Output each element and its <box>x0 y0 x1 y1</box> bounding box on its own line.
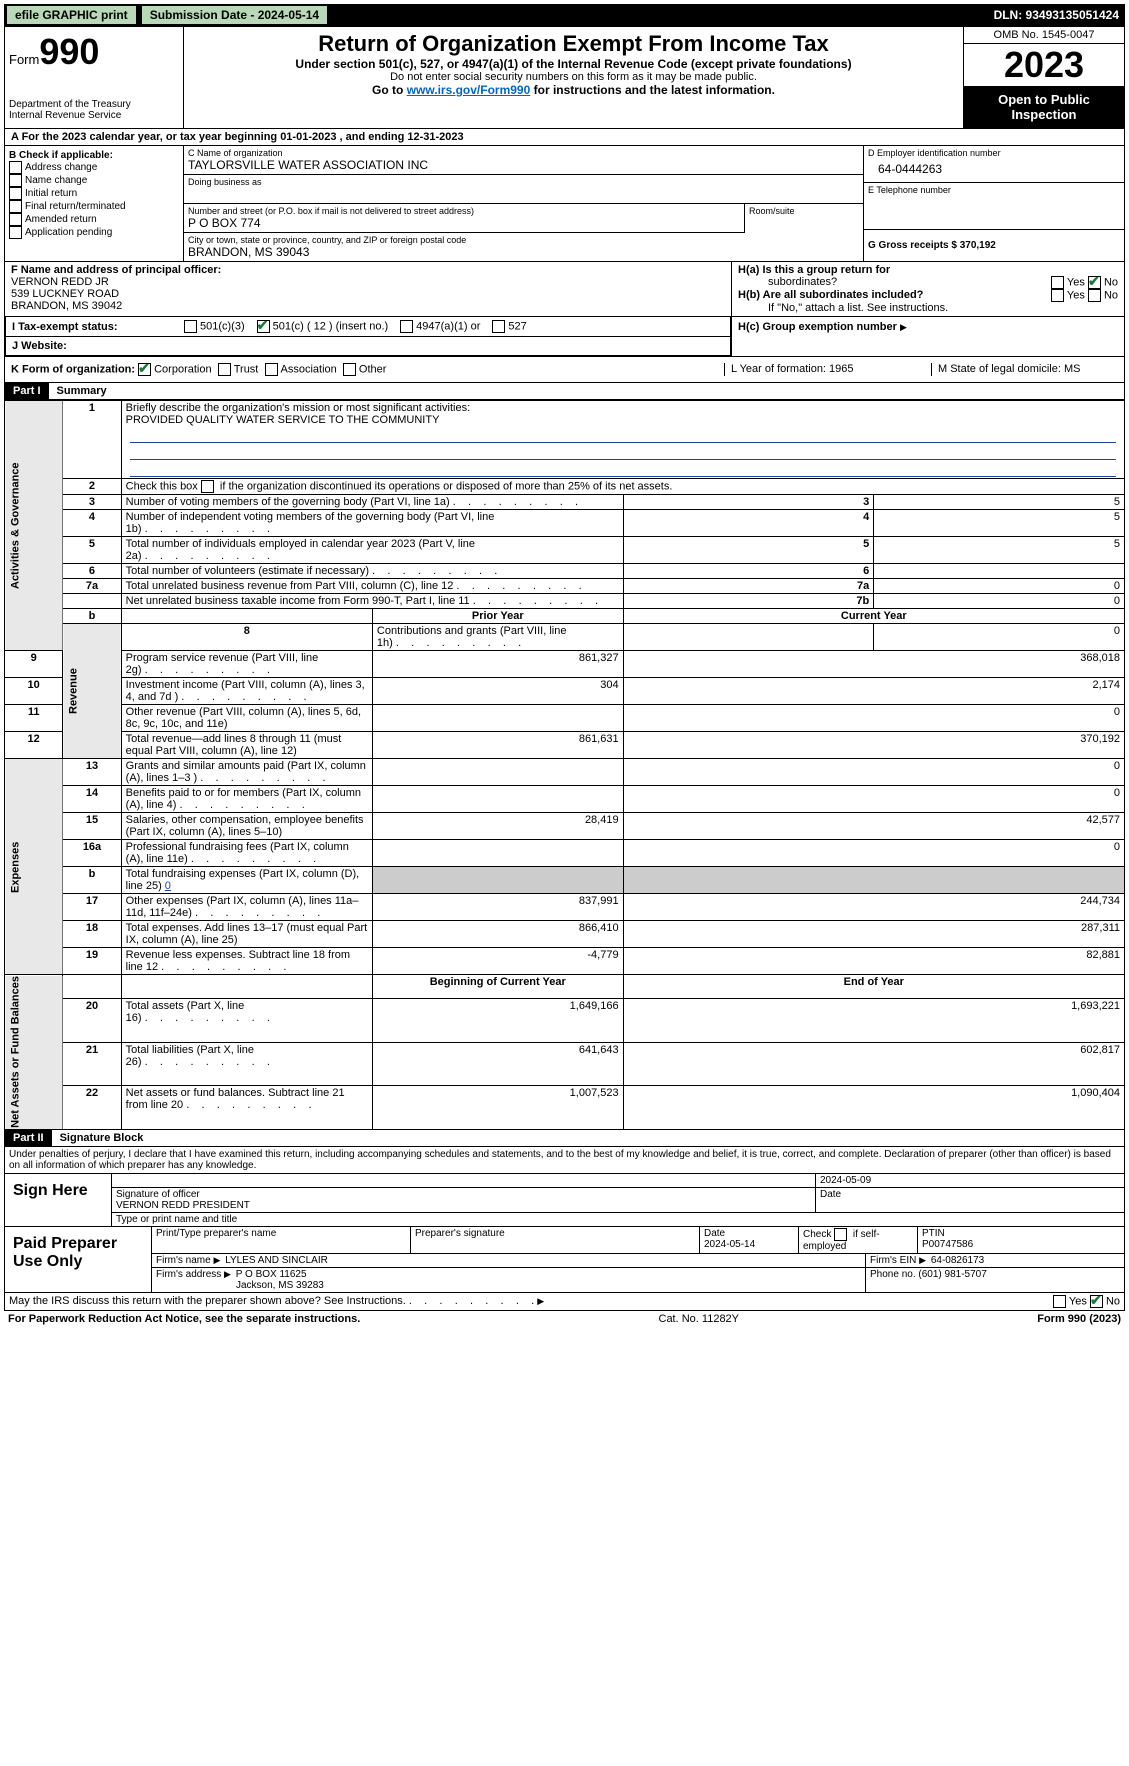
chk-address-change[interactable] <box>9 161 22 174</box>
chk-501c3[interactable] <box>184 320 197 333</box>
row-a-period: A For the 2023 calendar year, or tax yea… <box>4 129 1125 146</box>
mission-text: PROVIDED QUALITY WATER SERVICE TO THE CO… <box>126 414 440 426</box>
tax-year: 2023 <box>964 44 1124 86</box>
submission-date-label: Submission Date - 2024-05-14 <box>141 5 328 25</box>
irs-label: Internal Revenue Service <box>9 110 179 121</box>
part2-header: Part II <box>5 1130 52 1146</box>
chk-527[interactable] <box>492 320 505 333</box>
box-b-label: B Check if applicable: <box>9 150 113 161</box>
chk-hb-no[interactable] <box>1088 289 1101 302</box>
chk-hb-yes[interactable] <box>1051 289 1064 302</box>
omb-number: OMB No. 1545-0047 <box>964 27 1124 44</box>
org-name: TAYLORSVILLE WATER ASSOCIATION INC <box>188 158 859 172</box>
year-formation: L Year of formation: 1965 <box>724 363 931 376</box>
entity-grid: B Check if applicable: Address change Na… <box>4 146 1125 262</box>
officer-h-grid: F Name and address of principal officer:… <box>4 262 1125 317</box>
chk-initial-return[interactable] <box>9 187 22 200</box>
chk-amended-return[interactable] <box>9 213 22 226</box>
subtitle-3: Go to www.irs.gov/Form990 for instructio… <box>188 83 959 97</box>
subtitle-1: Under section 501(c), 527, or 4947(a)(1)… <box>188 57 959 71</box>
chk-name-change[interactable] <box>9 174 22 187</box>
ptin: P00747586 <box>922 1239 973 1250</box>
efile-print-button[interactable]: efile GRAPHIC print <box>6 5 137 25</box>
gross-receipts: G Gross receipts $ 370,192 <box>868 240 996 251</box>
chk-discuss-yes[interactable] <box>1053 1295 1066 1308</box>
org-city: BRANDON, MS 39043 <box>188 245 859 259</box>
chk-final-return[interactable] <box>9 200 22 213</box>
subtitle-2: Do not enter social security numbers on … <box>188 71 959 83</box>
summary-table: Activities & Governance 1Briefly describ… <box>4 400 1125 1130</box>
page-footer: For Paperwork Reduction Act Notice, see … <box>4 1311 1125 1327</box>
chk-ha-no[interactable] <box>1088 276 1101 289</box>
open-public-badge: Open to Public Inspection <box>964 86 1124 128</box>
chk-4947[interactable] <box>400 320 413 333</box>
perjury-declaration: Under penalties of perjury, I declare th… <box>4 1147 1125 1174</box>
form-header: Form990 Department of the Treasury Inter… <box>4 26 1125 129</box>
chk-ha-yes[interactable] <box>1051 276 1064 289</box>
irs-link[interactable]: www.irs.gov/Form990 <box>407 83 531 97</box>
chk-assoc[interactable] <box>265 363 278 376</box>
top-toolbar: efile GRAPHIC print Submission Date - 20… <box>4 4 1125 26</box>
chk-discontinued[interactable] <box>201 480 214 493</box>
chk-self-employed[interactable] <box>834 1228 847 1241</box>
firm-name: LYLES AND SINCLAIR <box>225 1255 328 1266</box>
chk-501c[interactable] <box>257 320 270 333</box>
dln-label: DLN: 93493135051424 <box>994 8 1125 22</box>
chk-application-pending[interactable] <box>9 226 22 239</box>
chk-trust[interactable] <box>218 363 231 376</box>
chk-corp[interactable] <box>138 363 151 376</box>
chk-other[interactable] <box>343 363 356 376</box>
ein: 64-0444263 <box>868 158 1120 180</box>
dept-label: Department of the Treasury <box>9 99 179 110</box>
officer-name: VERNON REDD JR <box>11 276 109 288</box>
firm-phone: (601) 981-5707 <box>918 1269 986 1280</box>
officer-signature-name: VERNON REDD PRESIDENT <box>116 1200 250 1211</box>
chk-discuss-no[interactable] <box>1090 1295 1103 1308</box>
form-title: Return of Organization Exempt From Incom… <box>188 31 959 57</box>
org-address: P O BOX 774 <box>188 216 740 230</box>
part1-header: Part I <box>5 383 49 399</box>
state-domicile: M State of legal domicile: MS <box>931 363 1118 376</box>
form-number: Form990 <box>9 31 179 73</box>
